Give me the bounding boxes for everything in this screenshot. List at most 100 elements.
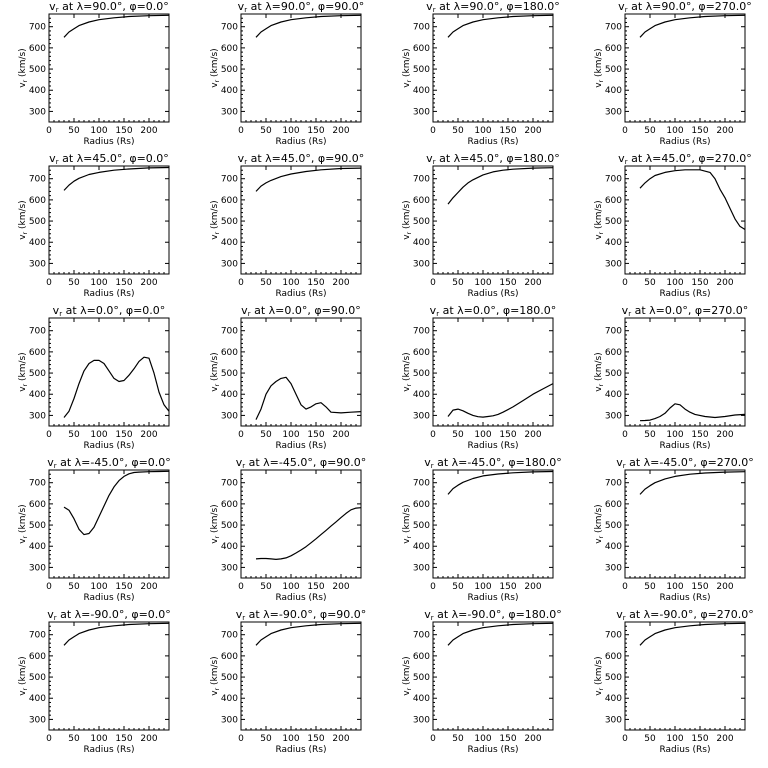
y-tick-label: 600 bbox=[29, 652, 46, 662]
panel-title: vr at λ=0.0°, φ=90.0° bbox=[241, 304, 361, 318]
y-tick-label: 600 bbox=[413, 652, 430, 662]
x-tick-label: 150 bbox=[307, 734, 324, 744]
x-axis-label: Radius (Rs) bbox=[275, 441, 326, 451]
x-tick-label: 50 bbox=[260, 126, 272, 136]
y-tick-label: 400 bbox=[413, 86, 430, 96]
x-tick-label: 0 bbox=[430, 126, 436, 136]
vr-curve bbox=[447, 167, 554, 205]
x-tick-label: 0 bbox=[238, 430, 244, 440]
y-tick-label: 400 bbox=[605, 694, 622, 704]
y-tick-label: 700 bbox=[605, 175, 622, 185]
plot-frame bbox=[48, 621, 170, 731]
y-tick-label: 300 bbox=[29, 715, 46, 725]
panel-title: vr at λ=-90.0°, φ=270.0° bbox=[616, 608, 754, 622]
x-tick-label: 100 bbox=[666, 430, 683, 440]
vr-curve bbox=[255, 376, 362, 420]
y-tick-label: 300 bbox=[413, 107, 430, 117]
plot-frame bbox=[432, 165, 554, 275]
y-tick-label: 400 bbox=[413, 238, 430, 248]
y-tick-label: 500 bbox=[221, 521, 238, 531]
y-tick-label: 500 bbox=[221, 217, 238, 227]
x-axis-label: Radius (Rs) bbox=[467, 289, 518, 299]
panel-16: vr at λ=-45.0°, φ=270.0° 0 50 100 150 200 300 4… bbox=[594, 456, 754, 603]
y-axis-label: vr (km/s) bbox=[594, 200, 605, 239]
panel-title: vr at λ=0.0°, φ=180.0° bbox=[430, 304, 557, 318]
plot-frame bbox=[624, 13, 746, 123]
vr-curve bbox=[255, 622, 362, 646]
y-axis-label: vr (km/s) bbox=[18, 656, 29, 695]
plot-frame bbox=[240, 13, 362, 123]
y-axis-label: vr (km/s) bbox=[18, 48, 29, 87]
y-tick-label: 300 bbox=[605, 259, 622, 269]
x-tick-label: 50 bbox=[644, 278, 656, 288]
y-axis-label: vr (km/s) bbox=[594, 352, 605, 391]
y-tick-label: 700 bbox=[605, 327, 622, 337]
y-axis-label: vr (km/s) bbox=[18, 352, 29, 391]
x-tick-label: 200 bbox=[524, 582, 541, 592]
panel-title: vr at λ=45.0°, φ=270.0° bbox=[618, 152, 752, 166]
x-tick-label: 200 bbox=[140, 126, 157, 136]
plot-frame bbox=[240, 621, 362, 731]
y-axis-label: vr (km/s) bbox=[210, 656, 221, 695]
x-tick-label: 0 bbox=[622, 278, 628, 288]
panel-19: vr at λ=-90.0°, φ=180.0° 0 50 100 150 200 300 4… bbox=[402, 608, 562, 755]
x-axis-label: Radius (Rs) bbox=[83, 745, 134, 755]
panel-4: vr at λ=90.0°, φ=270.0° 0 50 100 150 200 300 40… bbox=[594, 0, 752, 147]
y-tick-label: 600 bbox=[29, 44, 46, 54]
x-tick-label: 0 bbox=[46, 126, 52, 136]
y-tick-label: 400 bbox=[605, 390, 622, 400]
x-tick-label: 0 bbox=[622, 430, 628, 440]
x-tick-label: 200 bbox=[524, 126, 541, 136]
y-tick-label: 400 bbox=[29, 390, 46, 400]
x-tick-label: 0 bbox=[430, 582, 436, 592]
x-tick-label: 50 bbox=[452, 734, 464, 744]
vr-curve bbox=[63, 470, 170, 536]
vr-curve bbox=[447, 622, 554, 646]
y-tick-label: 300 bbox=[29, 107, 46, 117]
y-tick-label: 500 bbox=[413, 217, 430, 227]
y-tick-label: 600 bbox=[413, 44, 430, 54]
vr-curve bbox=[639, 622, 746, 646]
vr-curve bbox=[447, 470, 554, 495]
panel-1: vr at λ=90.0°, φ=0.0° 0 50 100 150 200 300 400 5… bbox=[18, 0, 170, 147]
x-tick-label: 200 bbox=[332, 278, 349, 288]
panel-9: vr at λ=0.0°, φ=0.0° 0 50 100 150 200 300 400 50… bbox=[18, 304, 170, 451]
y-tick-label: 300 bbox=[413, 715, 430, 725]
y-tick-label: 700 bbox=[29, 327, 46, 337]
panel-14: vr at λ=-45.0°, φ=90.0° 0 50 100 150 200 300 40… bbox=[210, 456, 366, 603]
y-tick-label: 700 bbox=[413, 175, 430, 185]
plot-frame bbox=[432, 469, 554, 579]
x-axis-label: Radius (Rs) bbox=[659, 289, 710, 299]
panel-title: vr at λ=90.0°, φ=90.0° bbox=[238, 0, 365, 14]
y-tick-label: 600 bbox=[221, 652, 238, 662]
x-tick-label: 0 bbox=[46, 278, 52, 288]
panel-title: vr at λ=-45.0°, φ=180.0° bbox=[424, 456, 562, 470]
y-tick-label: 700 bbox=[221, 327, 238, 337]
x-tick-label: 150 bbox=[691, 582, 708, 592]
vr-curve bbox=[639, 169, 746, 231]
x-tick-label: 200 bbox=[140, 734, 157, 744]
panel-title: vr at λ=90.0°, φ=180.0° bbox=[426, 0, 560, 14]
y-tick-label: 500 bbox=[29, 521, 46, 531]
x-tick-label: 0 bbox=[238, 126, 244, 136]
x-tick-label: 0 bbox=[46, 430, 52, 440]
x-tick-label: 100 bbox=[90, 430, 107, 440]
plot-frame bbox=[48, 469, 170, 579]
panel-7: vr at λ=45.0°, φ=180.0° 0 50 100 150 200 300 40… bbox=[402, 152, 560, 299]
panel-10: vr at λ=0.0°, φ=90.0° 0 50 100 150 200 300 400 5… bbox=[210, 304, 362, 451]
y-tick-label: 400 bbox=[221, 238, 238, 248]
y-axis-label: vr (km/s) bbox=[594, 504, 605, 543]
x-axis-label: Radius (Rs) bbox=[83, 441, 134, 451]
x-axis-label: Radius (Rs) bbox=[659, 745, 710, 755]
x-axis-label: Radius (Rs) bbox=[659, 593, 710, 603]
vr-curve bbox=[639, 14, 746, 38]
y-tick-label: 400 bbox=[605, 238, 622, 248]
y-tick-label: 700 bbox=[221, 23, 238, 33]
vr-curve bbox=[63, 356, 170, 418]
x-tick-label: 0 bbox=[622, 126, 628, 136]
x-tick-label: 50 bbox=[644, 430, 656, 440]
x-tick-label: 0 bbox=[430, 430, 436, 440]
x-tick-label: 50 bbox=[644, 734, 656, 744]
y-tick-label: 400 bbox=[29, 238, 46, 248]
